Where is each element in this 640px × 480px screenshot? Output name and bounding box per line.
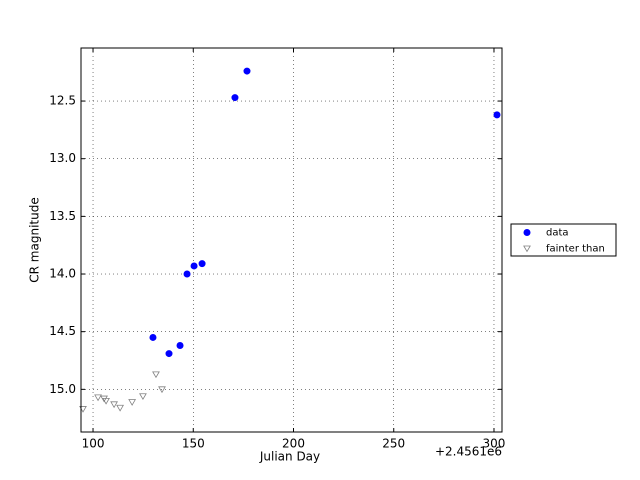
y-tick-label: 12.5 <box>49 94 76 108</box>
y-tick-label: 13.0 <box>49 151 76 165</box>
legend-label: fainter than <box>546 244 605 255</box>
data-point <box>94 394 102 402</box>
y-tick-label: 14.0 <box>49 267 76 281</box>
data-point <box>243 67 251 75</box>
data-point <box>139 393 147 401</box>
data-point <box>152 371 160 379</box>
data-point <box>158 386 166 394</box>
x-tick-label: 200 <box>282 437 305 451</box>
x-axis-label: Julian Day <box>259 450 320 464</box>
y-tick-label: 13.5 <box>49 209 76 223</box>
plot-frame <box>80 47 503 433</box>
data-point <box>102 397 110 405</box>
legend-marker <box>523 229 531 236</box>
data-point <box>493 111 501 119</box>
data-point <box>165 350 173 358</box>
legend-marker <box>523 245 531 253</box>
data-point <box>176 342 184 350</box>
legend-box <box>510 223 617 257</box>
data-point <box>231 94 239 102</box>
data-point <box>198 260 206 268</box>
y-axis-label: CR magnitude <box>28 197 42 282</box>
data-point <box>149 333 157 341</box>
legend-label: data <box>546 228 569 239</box>
data-point <box>116 404 124 412</box>
data-point <box>190 262 198 270</box>
y-tick-label: 15.0 <box>49 382 76 396</box>
data-point <box>183 270 191 278</box>
data-point <box>110 401 118 409</box>
y-tick-label: 14.5 <box>49 324 76 338</box>
x-offset-label: +2.4561e6 <box>435 445 502 459</box>
x-tick-label: 100 <box>82 437 105 451</box>
data-point <box>100 395 108 403</box>
x-tick-label: 150 <box>182 437 205 451</box>
x-tick-label: 250 <box>382 437 405 451</box>
x-tick-label: 300 <box>483 437 506 451</box>
data-point <box>128 399 137 406</box>
